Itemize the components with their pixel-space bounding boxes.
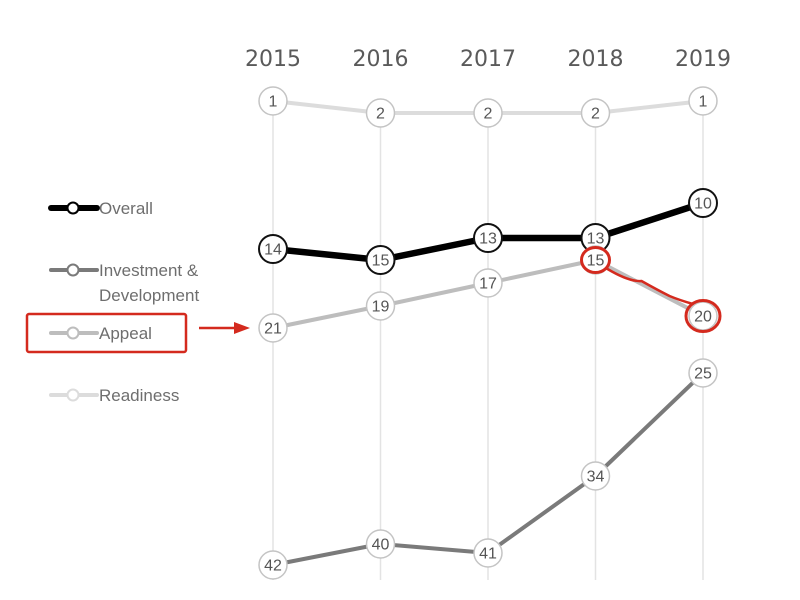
- marker-appeal-2017: [473, 268, 503, 298]
- marker-overall-2019: [688, 188, 718, 218]
- year-label-2015: 2015: [245, 47, 301, 72]
- year-label-2017: 2017: [460, 47, 516, 72]
- highlight-box-appeal-legend: [25, 312, 188, 354]
- marker-investment-and-development-2017: [473, 538, 503, 568]
- year-label-2019: 2019: [675, 47, 731, 72]
- marker-investment-and-development-2015: [258, 550, 288, 580]
- marker-appeal-2015: [258, 313, 288, 343]
- marker-overall-2017: [473, 223, 503, 253]
- data-label-appeal-2018: 15: [587, 253, 605, 270]
- marker-appeal-2016: [365, 291, 396, 321]
- legend-item-overall: Overall: [48, 199, 153, 218]
- legend-label-appeal-line-1: Appeal: [99, 324, 152, 343]
- marker-readiness-2017: [473, 98, 503, 128]
- annotation-lines: [606, 267, 695, 306]
- data-label-appeal-2017: 17: [479, 276, 497, 293]
- data-label-overall-2016: 15: [372, 253, 390, 270]
- data-label-readiness-2017: 2: [484, 106, 493, 123]
- hand-drawn-connector: [606, 267, 695, 306]
- data-label-overall-2015: 14: [264, 242, 282, 259]
- marker-readiness-2019: [688, 86, 718, 116]
- legend-swatch-marker: [66, 326, 80, 340]
- data-label-investment-and-development-2017: 41: [479, 546, 497, 563]
- year-axis: 2015 2016 2017 2018 2019: [245, 47, 731, 72]
- legend-swatch-marker: [66, 388, 80, 402]
- legend-swatch-marker: [66, 201, 80, 215]
- legend-label-investment-and-development-line-2: Development: [99, 286, 199, 305]
- data-label-investment-and-development-2015: 42: [264, 558, 282, 575]
- legend-item-appeal: Appeal: [49, 324, 152, 343]
- marker-overall-2015: [258, 234, 288, 264]
- annotations: [25, 246, 722, 354]
- data-label-overall-2017: 13: [479, 231, 497, 248]
- legend: Overall Investment & Development Appeal Read…: [48, 199, 199, 405]
- marker-readiness-2015: [258, 86, 288, 116]
- legend-label-readiness-line-1: Readiness: [99, 386, 179, 405]
- legend-item-investment-and-development: Investment & Development: [49, 261, 199, 305]
- vertical-gridlines: [272, 100, 704, 580]
- legend-swatch-marker: [66, 263, 80, 277]
- marker-readiness-2016: [365, 98, 396, 128]
- data-label-overall-2019: 10: [694, 196, 712, 213]
- data-label-investment-and-development-2018: 34: [587, 469, 605, 486]
- data-label-overall-2018: 13: [587, 231, 605, 248]
- data-label-readiness-2016: 2: [376, 106, 385, 123]
- data-label-readiness-2015: 1: [269, 94, 278, 111]
- marker-readiness-2018: [580, 98, 611, 128]
- legend-label-overall-line-1: Overall: [99, 199, 153, 218]
- year-label-2016: 2016: [353, 47, 409, 72]
- data-label-readiness-2018: 2: [591, 106, 600, 123]
- data-label-investment-and-development-2019: 25: [694, 366, 712, 383]
- legend-label-investment-and-development-line-1: Investment &: [99, 261, 199, 280]
- marker-investment-and-development-2016: [365, 529, 396, 559]
- marker-overall-2016: [365, 245, 396, 275]
- data-label-readiness-2019: 1: [699, 94, 708, 111]
- data-label-appeal-2019: 20: [694, 309, 712, 326]
- legend-item-readiness: Readiness: [49, 386, 179, 405]
- data-label-investment-and-development-2016: 40: [372, 537, 390, 554]
- data-label-appeal-2016: 19: [372, 299, 390, 316]
- data-label-appeal-2015: 21: [264, 321, 282, 338]
- marker-investment-and-development-2019: [688, 358, 718, 388]
- arrow-head: [234, 322, 250, 334]
- year-label-2018: 2018: [568, 47, 624, 72]
- marker-investment-and-development-2018: [580, 461, 611, 491]
- highlight-circle-appeal-2019: [684, 299, 722, 333]
- highlight-circle-appeal-2018: [580, 246, 611, 274]
